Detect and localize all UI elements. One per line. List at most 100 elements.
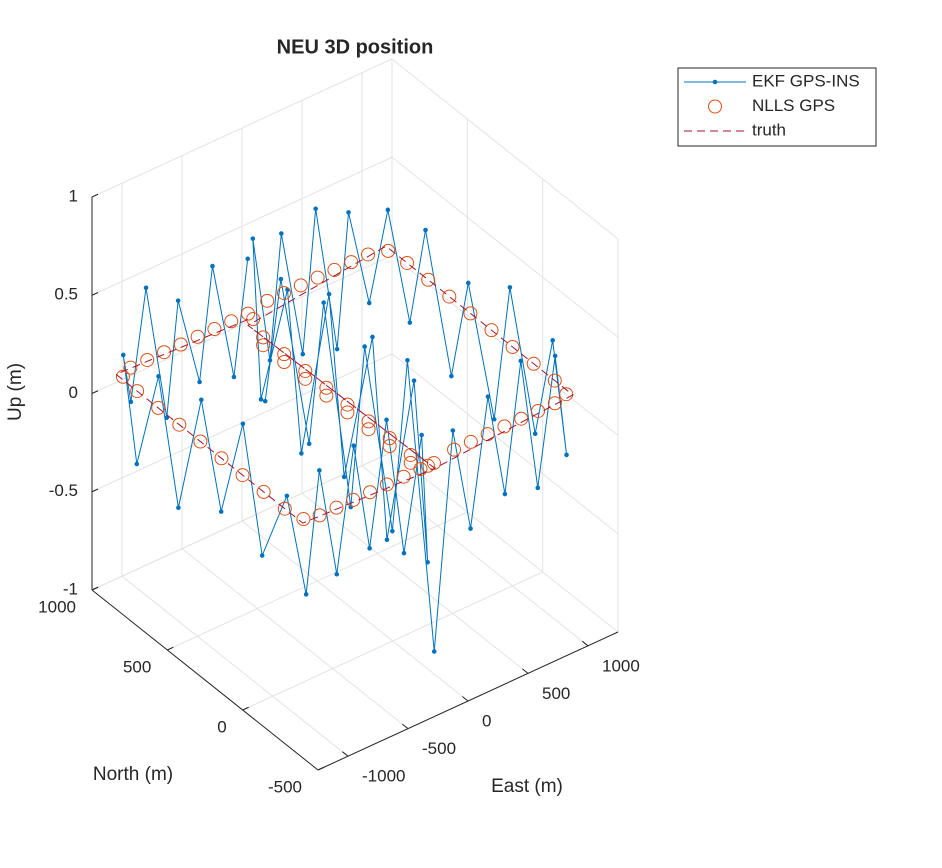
data-point — [447, 442, 462, 457]
data-point — [361, 422, 376, 437]
data-point — [298, 371, 313, 386]
grid-line — [391, 255, 619, 436]
y-tick — [242, 706, 249, 711]
data-point — [277, 347, 292, 362]
data-point — [134, 461, 140, 467]
data-point — [130, 384, 145, 399]
z-tick-label: -1 — [63, 579, 78, 598]
data-point — [241, 306, 256, 321]
legend-label: truth — [752, 120, 786, 139]
data-point — [535, 485, 541, 491]
z-tick-label: -0.5 — [49, 481, 78, 500]
data-point — [298, 363, 313, 378]
grid-line — [91, 451, 393, 591]
y-axis-label: North (m) — [93, 764, 173, 785]
data-point — [326, 291, 332, 297]
data-point — [293, 278, 308, 293]
data-point — [341, 474, 347, 480]
grid-line — [391, 353, 619, 535]
data-point — [300, 351, 306, 357]
grid-line — [167, 511, 468, 651]
data-point — [381, 243, 396, 258]
data-point — [491, 416, 497, 422]
data-point — [484, 323, 499, 338]
legend-label: EKF GPS-INS — [752, 71, 860, 90]
data-point — [278, 276, 284, 282]
data-point — [449, 373, 454, 379]
data-point — [431, 649, 437, 654]
data-point — [547, 396, 562, 411]
data-point — [425, 559, 430, 565]
data-point — [231, 374, 237, 380]
data-point — [420, 458, 435, 473]
data-point — [319, 380, 334, 395]
data-point — [351, 443, 357, 449]
data-point — [340, 405, 355, 420]
data-point — [552, 353, 558, 359]
grid-line — [241, 520, 469, 702]
x-axis-label: East (m) — [491, 776, 563, 797]
z-tick — [91, 292, 99, 296]
data-point — [115, 369, 130, 384]
data-point — [199, 397, 204, 403]
data-point — [296, 512, 311, 527]
data-point — [485, 394, 491, 399]
data-point — [329, 500, 344, 515]
data-point — [173, 337, 188, 352]
data-point — [193, 434, 208, 449]
z-tick-label: 0.5 — [54, 285, 78, 304]
x-tick — [402, 723, 409, 729]
data-point — [564, 452, 569, 458]
data-point — [384, 417, 389, 423]
data-point — [465, 280, 471, 286]
data-point — [390, 528, 395, 534]
grid-line — [301, 493, 529, 674]
x-tick — [522, 668, 529, 674]
data-point — [277, 501, 292, 516]
legend-box — [677, 67, 877, 147]
data-point — [419, 432, 424, 438]
x-tick — [342, 751, 349, 757]
data-point — [344, 255, 359, 270]
data-point — [258, 397, 264, 402]
grid-line — [91, 156, 393, 296]
data-point — [157, 345, 172, 360]
data-point — [172, 417, 187, 432]
z-tick — [91, 488, 99, 493]
z-tick — [91, 193, 99, 198]
series-line — [115, 245, 574, 524]
x-tick-label: -1000 — [362, 767, 405, 786]
data-point — [346, 210, 351, 215]
data-point — [531, 403, 546, 418]
data-point — [214, 451, 229, 466]
data-point — [532, 431, 538, 437]
data-point — [421, 272, 436, 287]
data-point — [235, 468, 250, 483]
data-point — [197, 379, 202, 385]
legend-label: NLLS GPS — [752, 96, 835, 115]
data-point — [327, 262, 342, 277]
data-point — [401, 550, 407, 556]
data-point — [279, 231, 284, 236]
data-point — [151, 400, 166, 415]
data-point — [514, 411, 529, 426]
data-point — [284, 493, 290, 499]
data-point — [277, 286, 292, 301]
data-point — [245, 256, 251, 262]
grid-line — [121, 575, 349, 757]
series-line — [122, 208, 568, 652]
data-point — [313, 206, 318, 212]
data-point — [379, 477, 394, 492]
data-point — [210, 263, 215, 269]
data-point — [218, 509, 224, 514]
data-point — [423, 227, 428, 233]
grid-line — [361, 465, 589, 647]
data-point — [262, 398, 268, 404]
y-tick-label: 1000 — [38, 597, 76, 616]
grid-line — [91, 255, 393, 394]
data-point — [164, 415, 170, 421]
z-tick-label: 0 — [69, 383, 78, 402]
data-point — [405, 357, 410, 363]
